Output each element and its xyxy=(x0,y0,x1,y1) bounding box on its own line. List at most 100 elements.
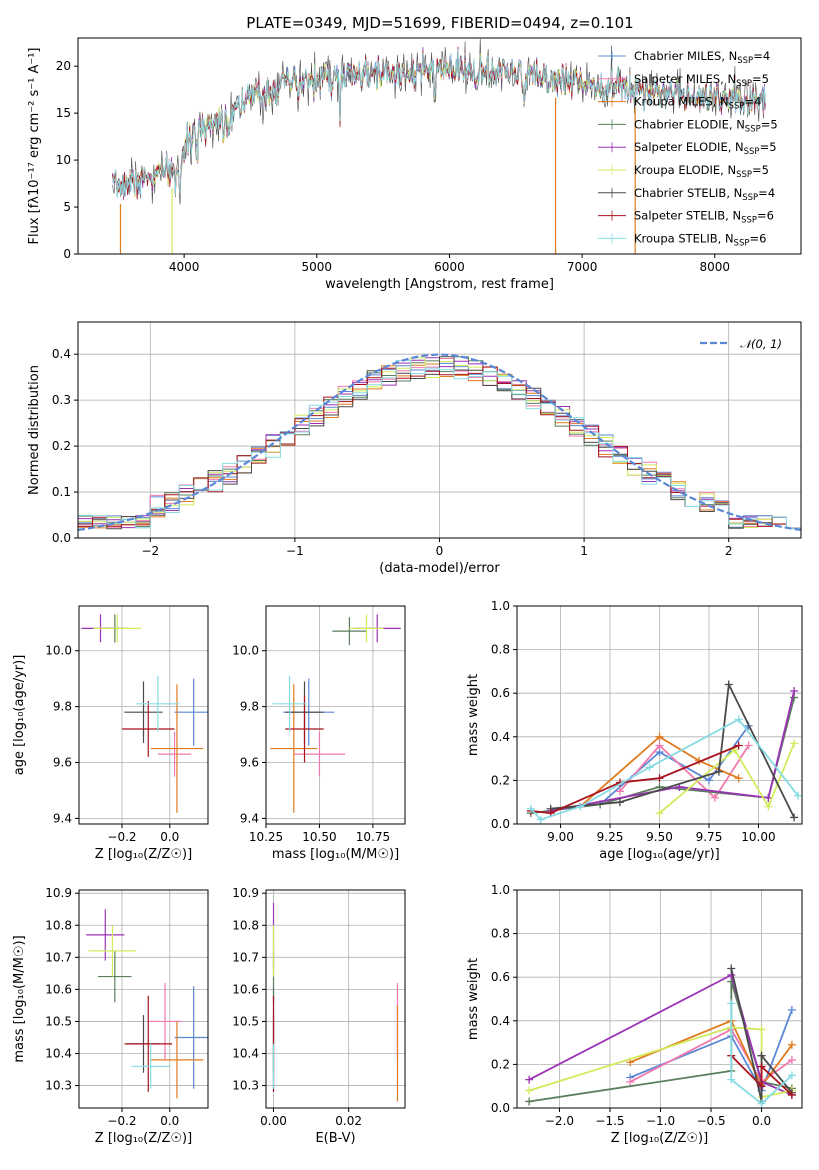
legend-sep: , xyxy=(720,72,727,86)
y-tick-label: 9.4 xyxy=(53,811,72,825)
weight-point xyxy=(655,774,664,783)
axes-frame xyxy=(265,605,406,825)
x-tick-label: 9.00 xyxy=(547,830,574,844)
weight-point xyxy=(727,964,736,973)
y-tick-label: 9.8 xyxy=(240,700,259,714)
y-tick-label: 0.6 xyxy=(491,686,510,700)
y-tick-label: 0.0 xyxy=(491,1101,510,1115)
legend-sep: , xyxy=(726,186,733,200)
plot-area xyxy=(86,909,208,1099)
x-axis-label: Z [log₁₀(Z/Z☉)] xyxy=(95,847,192,862)
y-tick-label: 0.4 xyxy=(491,1014,510,1028)
weight-point xyxy=(787,1090,796,1099)
y-tick-label: 0.4 xyxy=(52,347,71,361)
plot-area xyxy=(78,353,801,531)
legend-n-value: 5 xyxy=(762,163,769,177)
legend-sep: , xyxy=(718,231,725,245)
legend-eq: = xyxy=(761,117,771,131)
legend-name: Chabrier MILES xyxy=(634,49,721,63)
legend-n-sub: SSP xyxy=(737,56,753,66)
y-tick-label: 0.8 xyxy=(491,643,510,657)
y-tick-label: 0.6 xyxy=(491,970,510,984)
legend-n-value: 5 xyxy=(770,117,777,131)
weight-point xyxy=(704,776,713,785)
x-tick-label: −1.0 xyxy=(646,1114,675,1128)
y-tick-label: 0.4 xyxy=(491,730,510,744)
normal-reference-curve xyxy=(78,353,801,531)
x-tick-label: −1.5 xyxy=(595,1114,624,1128)
x-tick-label: 4000 xyxy=(169,260,200,274)
weight-point xyxy=(724,680,733,689)
axes-frame xyxy=(265,889,406,1109)
x-axis-label: mass [log₁₀(M/M☉)] xyxy=(272,847,399,862)
weight-point xyxy=(757,1062,766,1071)
legend-n-sub: SSP xyxy=(736,170,752,180)
y-tick-label: 0.3 xyxy=(52,393,71,407)
weight-point xyxy=(757,1099,766,1108)
weight-line-salpeter-miles xyxy=(619,744,750,800)
x-tick-label: −0.2 xyxy=(107,1114,136,1128)
y-axis-label: mass weight xyxy=(466,958,481,1040)
weight-point xyxy=(734,715,743,724)
axes-frame xyxy=(78,605,209,825)
legend-sep: , xyxy=(725,209,732,223)
x-tick-label: −0.5 xyxy=(696,1114,725,1128)
weight-point xyxy=(757,1025,766,1034)
y-tick-label: 9.4 xyxy=(240,811,259,825)
weight-point xyxy=(734,774,743,783)
axes-frame xyxy=(516,889,803,1109)
legend-name: Salpeter ELODIE xyxy=(634,140,728,154)
legend-n-label: N xyxy=(732,209,741,223)
weight-point xyxy=(525,1075,534,1084)
y-tick-label: 20 xyxy=(56,59,71,73)
legend-n-value: 4 xyxy=(768,186,775,200)
x-tick-label: −2 xyxy=(141,544,159,558)
weight-line-salpeter-elodie xyxy=(550,690,795,812)
y-tick-label: 9.8 xyxy=(53,700,72,714)
weight-point xyxy=(536,815,545,824)
weight-line-chabrier-miles xyxy=(629,1009,793,1093)
legend-name: Kroupa ELODIE xyxy=(634,163,720,177)
x-axis-label: wavelength [Angstrom, rest frame] xyxy=(325,277,554,292)
y-tick-label: 0.0 xyxy=(491,817,510,831)
legend-entry: Chabrier ELODIE, NSSP=5 xyxy=(634,117,778,134)
x-tick-label: 7000 xyxy=(567,260,598,274)
legend-n-label: N xyxy=(734,186,743,200)
weight-point xyxy=(655,732,664,741)
age-vs-mass-panel: 10.25 10.50 10.75 9.4 9.6 9.8 10.0 mass [log₁₀(… xyxy=(232,605,406,862)
x-tick-label: 0.0 xyxy=(160,1114,179,1128)
legend-entry: Kroupa MILES, NSSP=4 xyxy=(634,95,761,112)
plot-area xyxy=(112,38,766,254)
x-tick-label: 10.00 xyxy=(741,830,775,844)
legend-n-value: 5 xyxy=(769,140,776,154)
x-axis-label: age [log₁₀(age/yr)] xyxy=(599,847,720,862)
weight-point xyxy=(787,1056,796,1065)
legend-n-sub: SSP xyxy=(744,147,760,157)
legend-n-value: 4 xyxy=(763,49,770,63)
y-tick-label: 10.4 xyxy=(45,1047,72,1061)
x-tick-label: 0.0 xyxy=(160,830,179,844)
y-tick-label: 5 xyxy=(63,200,71,214)
legend-entry: Chabrier STELIB, NSSP=4 xyxy=(634,186,775,203)
y-tick-label: 0.2 xyxy=(52,439,71,453)
plot-area xyxy=(81,614,208,813)
weight-point xyxy=(615,798,624,807)
x-axis-label: (data-model)/error xyxy=(379,561,500,576)
y-tick-label: 10.0 xyxy=(45,644,72,658)
x-tick-label: 5000 xyxy=(302,260,333,274)
weight-point xyxy=(744,741,753,750)
legend-n-sub: SSP xyxy=(742,193,758,203)
legend-n-value: 4 xyxy=(754,95,761,109)
mass-vs-metallicity-panel: −0.2 0.0 10.3 10.4 10.5 10.6 10.7 10.8 10.9 Z [lo… xyxy=(12,886,209,1146)
legend-n-sub: SSP xyxy=(745,124,761,134)
weight-point xyxy=(615,787,624,796)
y-tick-label: 10.3 xyxy=(45,1079,72,1093)
x-tick-label: 2 xyxy=(725,544,733,558)
age-vs-metallicity-panel: −0.2 0.0 9.4 9.6 9.8 10.0 Z [log₁₀(Z/Z☉)] age [… xyxy=(12,605,209,862)
y-tick-label: 10.8 xyxy=(232,918,259,932)
y-tick-label: 10.5 xyxy=(45,1014,72,1028)
x-axis-label: Z [log₁₀(Z/Z☉)] xyxy=(611,1131,708,1146)
y-tick-label: 15 xyxy=(56,106,71,120)
y-tick-label: 10.0 xyxy=(232,644,259,658)
